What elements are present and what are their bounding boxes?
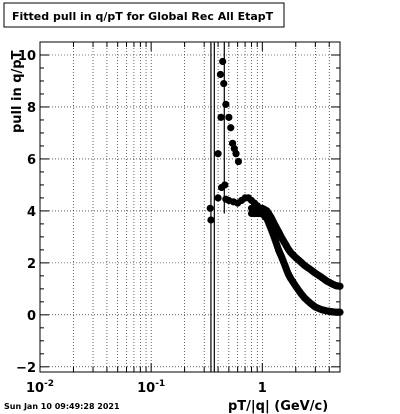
- y-tick-label: 0: [27, 309, 36, 324]
- data-series: [247, 204, 344, 316]
- data-point: [220, 79, 228, 88]
- data-point: [225, 113, 233, 121]
- data-point: [227, 124, 235, 132]
- data-markers: [206, 57, 266, 224]
- tick-labels: 10-2 10-1 1 −2 0 2 4 6 8 10: [16, 49, 267, 396]
- data-point: [214, 150, 222, 158]
- plot-frame: [39, 41, 341, 373]
- data-point: [214, 194, 222, 202]
- data-point: [234, 157, 243, 166]
- data-point: [221, 181, 229, 189]
- y-tick-label: 4: [27, 205, 36, 220]
- data-point: [258, 205, 266, 214]
- y-tick-label: 8: [27, 101, 36, 116]
- y-tick-label: 10: [18, 49, 36, 64]
- data-point: [219, 57, 227, 66]
- series-point: [336, 308, 344, 316]
- footer-timestamp: Sun Jan 10 09:49:28 2021: [4, 402, 120, 411]
- y-tick-label: 6: [27, 153, 36, 168]
- data-point: [216, 70, 225, 79]
- chart-title: Fitted pull in q/pT for Global Rec All E…: [12, 10, 274, 23]
- title-box: Fitted pull in q/pT for Global Rec All E…: [3, 2, 285, 28]
- data-point: [206, 204, 214, 212]
- series-point: [336, 282, 344, 290]
- x-tick-label: 10-1: [137, 379, 165, 396]
- x-tick-label: 1: [258, 381, 267, 396]
- x-tick-label: 10-2: [26, 379, 54, 396]
- grid: [40, 42, 340, 372]
- x-axis-label: pT/|q| (GeV/c): [228, 399, 328, 414]
- data-point: [207, 216, 215, 224]
- axis-ticks: [39, 41, 341, 372]
- data-point: [232, 150, 240, 158]
- data-point: [217, 113, 225, 121]
- y-tick-label: −2: [16, 361, 36, 376]
- data-point: [222, 100, 230, 108]
- y-tick-label: 2: [27, 257, 36, 272]
- y-axis-label: pull in q/pT: [10, 50, 25, 133]
